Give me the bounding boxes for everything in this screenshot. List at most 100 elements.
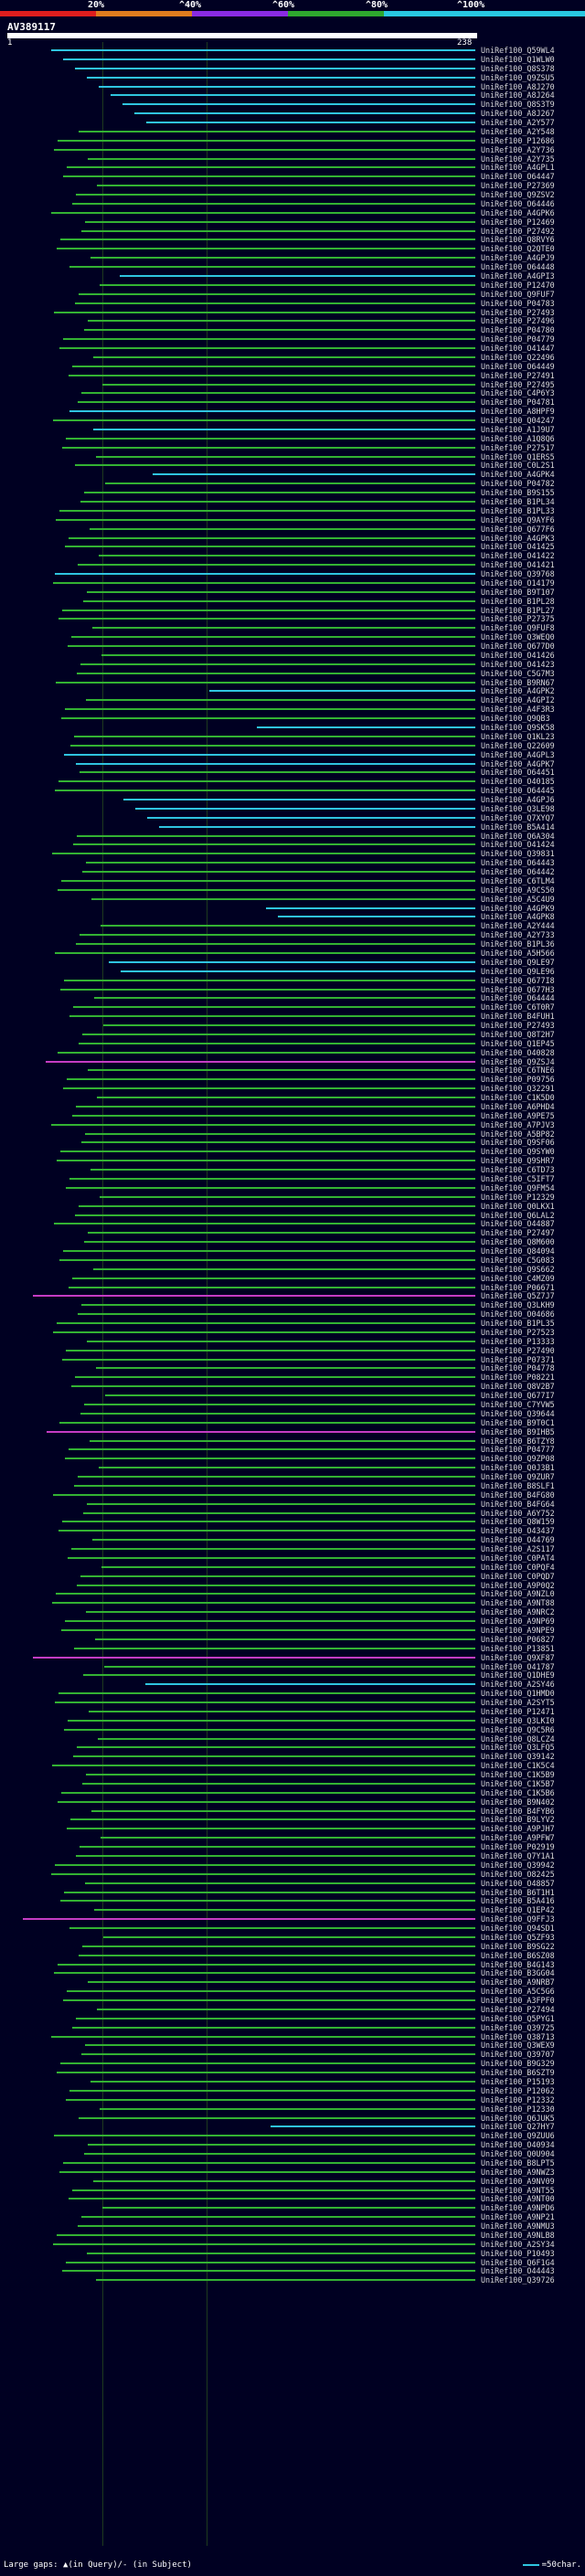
- hit-row[interactable]: UniRef100_P27523: [0, 1328, 585, 1337]
- hit-label[interactable]: UniRef100_A9NLB8: [481, 2230, 555, 2240]
- hit-bar[interactable]: [80, 934, 475, 937]
- hit-row[interactable]: UniRef100_Q8T2H7: [0, 1030, 585, 1039]
- hit-bar[interactable]: [91, 897, 475, 900]
- hit-bar[interactable]: [69, 266, 475, 269]
- hit-row[interactable]: UniRef100_A4GPK3: [0, 534, 585, 543]
- hit-bar[interactable]: [96, 1367, 475, 1370]
- hit-label[interactable]: UniRef100_Q84094: [481, 1246, 555, 1256]
- hit-row[interactable]: UniRef100_O64442: [0, 867, 585, 876]
- hit-row[interactable]: UniRef100_Q8RVY6: [0, 235, 585, 244]
- hit-label[interactable]: UniRef100_Q3WEQ0: [481, 632, 555, 642]
- hit-label[interactable]: UniRef100_O64448: [481, 262, 555, 272]
- hit-label[interactable]: UniRef100_B6TZY8: [481, 1436, 555, 1446]
- hit-bar[interactable]: [51, 2035, 475, 2038]
- hit-bar[interactable]: [69, 410, 475, 413]
- hit-row[interactable]: UniRef100_A4GPL1: [0, 163, 585, 172]
- hit-label[interactable]: UniRef100_O14179: [481, 578, 555, 588]
- hit-bar[interactable]: [134, 112, 475, 115]
- hit-row[interactable]: UniRef100_P15193: [0, 2077, 585, 2086]
- hit-label[interactable]: UniRef100_Q04247: [481, 416, 555, 426]
- hit-row[interactable]: UniRef100_B1PL34: [0, 497, 585, 506]
- hit-bar[interactable]: [23, 1918, 475, 1921]
- hit-row[interactable]: UniRef100_B9IHB5: [0, 1427, 585, 1436]
- hit-label[interactable]: UniRef100_Q9ZUR7: [481, 1472, 555, 1482]
- hit-bar[interactable]: [58, 1051, 475, 1054]
- hit-bar[interactable]: [71, 1385, 475, 1388]
- hit-bar[interactable]: [90, 257, 475, 260]
- hit-label[interactable]: UniRef100_O64451: [481, 768, 555, 778]
- hit-row[interactable]: UniRef100_A9PJH7: [0, 1824, 585, 1833]
- hit-row[interactable]: UniRef100_Q1EP45: [0, 1039, 585, 1048]
- hit-bar[interactable]: [65, 1458, 475, 1460]
- hit-label[interactable]: UniRef100_Q1DHE9: [481, 1670, 555, 1680]
- hit-label[interactable]: UniRef100_P12471: [481, 1706, 555, 1716]
- hit-bar[interactable]: [99, 85, 475, 88]
- hit-row[interactable]: UniRef100_A8HPF9: [0, 407, 585, 416]
- hit-label[interactable]: UniRef100_Q1EP45: [481, 1038, 555, 1048]
- hit-bar[interactable]: [59, 2170, 475, 2173]
- hit-row[interactable]: UniRef100_Q38713: [0, 2032, 585, 2041]
- hit-bar[interactable]: [63, 58, 475, 60]
- hit-bar[interactable]: [86, 862, 475, 864]
- hit-label[interactable]: UniRef100_A2Y548: [481, 126, 555, 136]
- hit-bar[interactable]: [94, 1909, 475, 1912]
- hit-row[interactable]: UniRef100_B9T0C1: [0, 1418, 585, 1427]
- hit-bar[interactable]: [82, 1033, 475, 1035]
- hit-row[interactable]: UniRef100_B1PL35: [0, 1319, 585, 1328]
- hit-bar[interactable]: [64, 979, 475, 981]
- hit-row[interactable]: UniRef100_O41424: [0, 840, 585, 849]
- hit-row[interactable]: UniRef100_C4MZ09: [0, 1274, 585, 1283]
- hit-label[interactable]: UniRef100_B1PL27: [481, 605, 555, 615]
- hit-bar[interactable]: [54, 1223, 475, 1225]
- hit-bar[interactable]: [57, 2233, 475, 2236]
- hit-bar[interactable]: [60, 2062, 475, 2065]
- hit-row[interactable]: UniRef100_P04779: [0, 334, 585, 344]
- hit-bar[interactable]: [60, 988, 475, 991]
- hit-bar[interactable]: [78, 564, 475, 567]
- hit-label[interactable]: UniRef100_Q9ZP08: [481, 1454, 555, 1464]
- hit-bar[interactable]: [85, 1882, 475, 1884]
- hit-bar[interactable]: [64, 753, 475, 756]
- hit-label[interactable]: UniRef100_P15193: [481, 2077, 555, 2086]
- hit-label[interactable]: UniRef100_C6T0R7: [481, 1002, 555, 1012]
- hit-label[interactable]: UniRef100_Q39644: [481, 1408, 555, 1418]
- hit-bar[interactable]: [57, 2072, 475, 2074]
- hit-label[interactable]: UniRef100_C6TLM4: [481, 875, 555, 885]
- hit-row[interactable]: UniRef100_A2SY34: [0, 2240, 585, 2249]
- hit-bar[interactable]: [111, 94, 475, 97]
- hit-label[interactable]: UniRef100_A4GPK7: [481, 758, 555, 769]
- hit-bar[interactable]: [55, 952, 475, 954]
- hit-bar[interactable]: [60, 1900, 475, 1903]
- hit-row[interactable]: UniRef100_Q677H3: [0, 985, 585, 994]
- hit-bar[interactable]: [87, 1502, 475, 1505]
- hit-row[interactable]: UniRef100_A9CS50: [0, 885, 585, 895]
- hit-row[interactable]: UniRef100_B4FYB6: [0, 1807, 585, 1816]
- hit-row[interactable]: UniRef100_P27369: [0, 181, 585, 190]
- hit-bar[interactable]: [63, 338, 475, 341]
- hit-bar[interactable]: [76, 1855, 475, 1857]
- hit-label[interactable]: UniRef100_P27369: [481, 181, 555, 191]
- hit-row[interactable]: UniRef100_Q3WEX9: [0, 2041, 585, 2050]
- hit-bar[interactable]: [61, 1629, 475, 1631]
- hit-label[interactable]: UniRef100_Q0J3B1: [481, 1463, 555, 1473]
- hit-label[interactable]: UniRef100_A2Y577: [481, 118, 555, 128]
- hit-row[interactable]: UniRef100_Q6F1G4: [0, 2258, 585, 2267]
- hit-bar[interactable]: [70, 744, 475, 747]
- hit-bar[interactable]: [69, 374, 475, 376]
- hit-bar[interactable]: [52, 1602, 475, 1605]
- hit-row[interactable]: UniRef100_Q9XF87: [0, 1653, 585, 1662]
- hit-row[interactable]: UniRef100_A9NWZ3: [0, 2168, 585, 2177]
- hit-row[interactable]: UniRef100_O41425: [0, 542, 585, 551]
- hit-label[interactable]: UniRef100_A4GPK4: [481, 470, 555, 480]
- hit-row[interactable]: UniRef100_Q3LKI0: [0, 1716, 585, 1725]
- hit-row[interactable]: UniRef100_P12470: [0, 281, 585, 290]
- hit-bar[interactable]: [84, 1241, 475, 1244]
- hit-bar[interactable]: [78, 401, 475, 404]
- hit-row[interactable]: UniRef100_A4GPK7: [0, 759, 585, 769]
- hit-row[interactable]: UniRef100_A9PFW7: [0, 1833, 585, 1842]
- hit-bar[interactable]: [87, 1340, 475, 1342]
- hit-row[interactable]: UniRef100_P04780: [0, 325, 585, 334]
- hit-label[interactable]: UniRef100_P02919: [481, 1842, 555, 1852]
- hit-label[interactable]: UniRef100_Q5PYG1: [481, 2013, 555, 2023]
- hit-row[interactable]: UniRef100_Q1KL23: [0, 732, 585, 741]
